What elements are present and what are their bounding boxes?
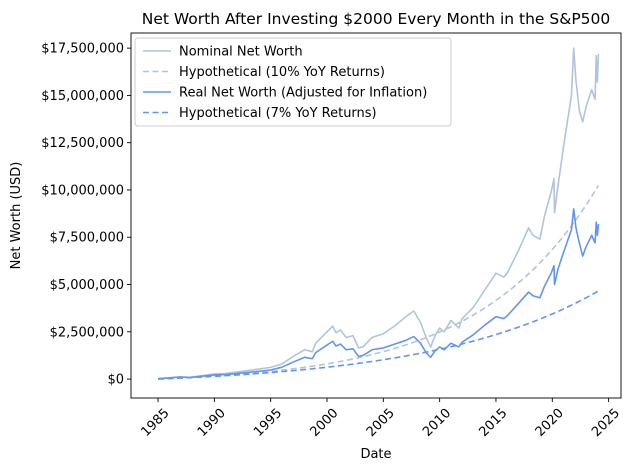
x-axis-title: Date: [360, 447, 391, 462]
legend-label: Hypothetical (10% YoY Returns): [179, 65, 385, 80]
series-line-1: [157, 47, 600, 380]
y-tick-label: $12,500,000: [41, 136, 124, 151]
x-tick-label: 2000: [307, 406, 341, 440]
y-tick-label: $10,000,000: [41, 183, 124, 198]
legend-label: Hypothetical (7% YoY Returns): [179, 106, 377, 121]
legend-box: [134, 37, 452, 127]
y-tick-label: $2,500,000: [50, 325, 124, 340]
x-tick-label: 2005: [364, 406, 398, 440]
y-axis-title: Net Worth (USD): [9, 162, 24, 270]
series-line-2: [157, 185, 599, 380]
legend: Nominal Net Worth Hypothetical (10% YoY R…: [134, 37, 452, 127]
legend-label: Real Net Worth (Adjusted for Inflation): [179, 86, 427, 101]
y-tick-label: $17,500,000: [41, 42, 124, 57]
x-tick-label: 2020: [533, 406, 567, 440]
legend-label: Nominal Net Worth: [179, 45, 303, 60]
plot-frame: [130, 32, 622, 399]
y-tick-label: $0: [107, 373, 124, 388]
x-tick-label: 2015: [476, 406, 510, 440]
y-tick-label: $5,000,000: [50, 278, 124, 293]
series-line-4: [157, 290, 599, 380]
x-tick-label: 1985: [139, 406, 173, 440]
x-tick-label: 2025: [589, 406, 623, 440]
y-tick-label: $15,000,000: [41, 89, 124, 104]
chart-title: Net Worth After Investing $2000 Every Mo…: [142, 10, 611, 28]
x-tick-label: 2010: [420, 406, 454, 440]
y-tick-label: $7,500,000: [50, 231, 124, 246]
x-tick-label: 1995: [251, 406, 285, 440]
x-tick-label: 1990: [195, 406, 229, 440]
series-lines: [157, 47, 600, 380]
